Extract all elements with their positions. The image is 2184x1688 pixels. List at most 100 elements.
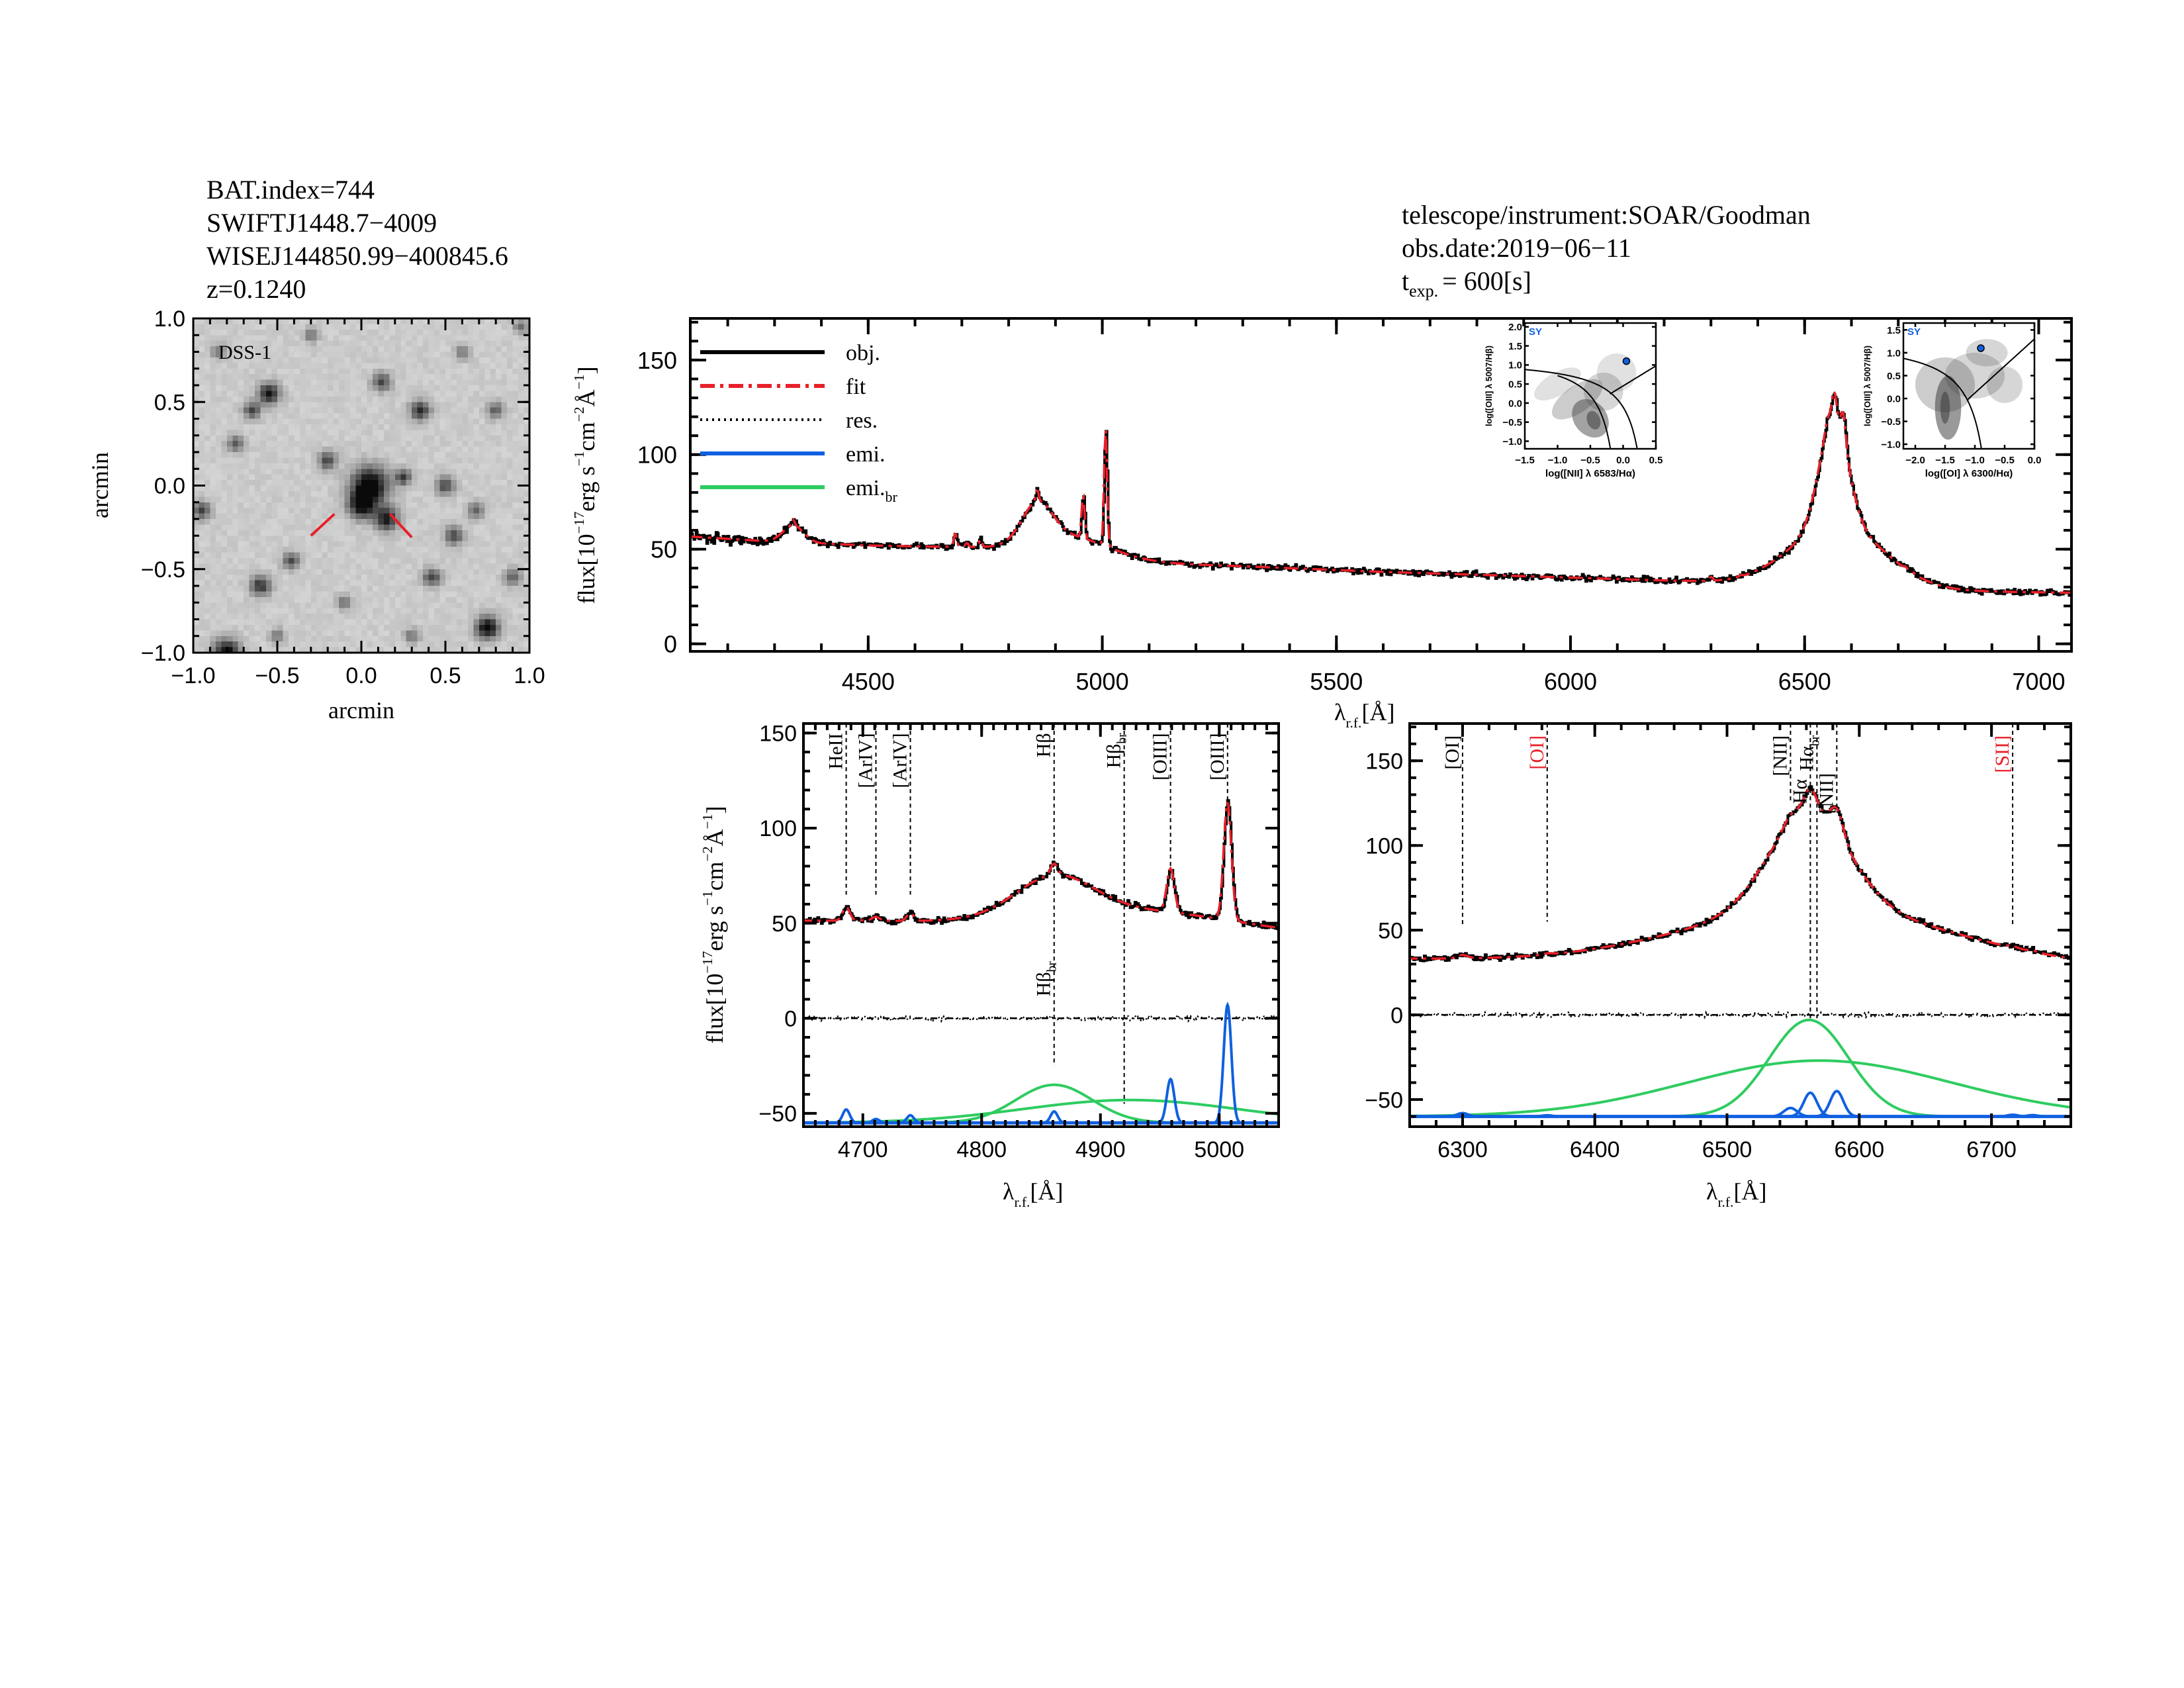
line-marker-label: Hα xyxy=(1789,779,1811,804)
label-sup: −2 xyxy=(571,406,587,422)
fit-line xyxy=(803,802,1279,929)
line-marker-label: [OIII] xyxy=(1206,733,1228,780)
plot-frame xyxy=(1408,722,2072,1128)
broad-component-Hα_br2 xyxy=(1410,1059,2071,1117)
label-text: flux[10 xyxy=(702,974,728,1044)
inset-background xyxy=(1903,323,2034,449)
label-sup: −1 xyxy=(700,814,715,829)
y-tick-label: 150 xyxy=(759,722,797,747)
y-tick-label: 150 xyxy=(1365,749,1403,774)
line-marker-label: Hβbr xyxy=(1033,961,1060,997)
marker-sub: br xyxy=(1116,733,1130,744)
label-text: [Å] xyxy=(1733,1178,1766,1205)
y-tick-label: 0.5 xyxy=(1508,379,1522,391)
y-tick-label: −1.0 xyxy=(1502,436,1522,447)
y-tick-label: 1.5 xyxy=(1887,325,1901,336)
legend-label: obj. xyxy=(846,341,880,365)
x-tick-label: 6700 xyxy=(1966,1137,2017,1162)
y-tick-label: 100 xyxy=(1365,833,1403,859)
label-text: ] xyxy=(573,366,600,374)
label-sup: −1 xyxy=(571,451,587,466)
x-tick-label: 6500 xyxy=(1778,668,1831,695)
marker-name: Hα xyxy=(1789,779,1811,804)
x-axis-label: arcmin xyxy=(328,697,394,724)
x-tick-label: 1.0 xyxy=(514,663,545,688)
y-tick-label: 50 xyxy=(772,912,797,937)
legend-item-emi_br: emi.br xyxy=(700,476,897,505)
fit-line xyxy=(690,388,2071,594)
marker-name: [OIII] xyxy=(1150,733,1171,780)
kewley-curve xyxy=(1903,357,1982,449)
label-sup: −2 xyxy=(700,846,715,861)
source-point xyxy=(1622,357,1631,365)
y-tick-label: 100 xyxy=(759,816,797,841)
x-tick-label: 4800 xyxy=(956,1137,1007,1162)
marker-name: [OIII] xyxy=(1206,733,1228,780)
density-contour xyxy=(1966,339,2008,367)
marker-name: [ArIV] xyxy=(889,733,911,788)
y-axis-label: log([OIII] λ 5007/Hβ) xyxy=(1484,346,1494,426)
obs-date: obs.date:2019−06−11 xyxy=(1402,233,1631,263)
y-tick-label: 1.5 xyxy=(1508,341,1522,352)
marker-name: HeII xyxy=(825,733,847,769)
axis-ticks xyxy=(1408,724,2072,1127)
legend-label: res. xyxy=(846,408,878,433)
marker-name: [OI] xyxy=(1441,735,1463,770)
broad-component-Hβ_br2 xyxy=(803,1098,1279,1124)
x-axis-label: λr.f.[Å] xyxy=(1706,1178,1766,1210)
legend-label: emi.br xyxy=(846,476,897,505)
y-tick-label: −50 xyxy=(1365,1088,1403,1113)
source-point xyxy=(1977,344,1985,352)
label-text: λ xyxy=(1334,699,1346,726)
label-text: Å xyxy=(573,389,600,406)
label-text: erg s xyxy=(702,906,728,951)
line-marker-label: [OI] xyxy=(1441,735,1463,770)
line-marker-label: Hβ xyxy=(1033,733,1055,757)
label-sup: −17 xyxy=(571,512,587,534)
y-tick-label: 0.5 xyxy=(1887,371,1901,382)
density-contour xyxy=(1551,379,1603,420)
label-text: Å xyxy=(702,829,728,846)
narrow-component-[OIII] xyxy=(1208,1002,1247,1125)
y-axis-label: arcmin xyxy=(87,452,113,518)
line-marker-label: Hαbr xyxy=(1796,735,1822,771)
y-tick-label: 0.0 xyxy=(1508,398,1522,409)
x-tick-label: 0.0 xyxy=(345,663,377,688)
plot-frame xyxy=(1902,322,2036,450)
x-tick-label: 6300 xyxy=(1437,1137,1488,1162)
marker-name: [OI] xyxy=(1526,735,1548,770)
y-tick-label: 1.0 xyxy=(1887,348,1901,359)
header-right: telescope/instrument:SOAR/Goodman obs.da… xyxy=(1402,200,1811,301)
legend-sub: br xyxy=(885,489,897,505)
y-tick-label: 0.5 xyxy=(154,390,185,415)
narrow-component-[OI] xyxy=(1520,1113,1574,1118)
texp-value: = 600[s] xyxy=(1442,266,1531,296)
obj-spectrum-line xyxy=(1410,785,2071,962)
target-marker-left xyxy=(310,512,336,537)
dss-panel: −1.0 −0.5 0.0 0.5 1.0 −1.0 −0.5 0.0 0.5 1.0 DSS-1 a… xyxy=(87,306,545,724)
y-axis-label: flux[10−17erg s−1cm−2Å−1] xyxy=(700,806,728,1043)
obj-spectrum-line xyxy=(803,799,1279,933)
x-tick-label: 0.0 xyxy=(1616,455,1630,466)
marker-sub: br xyxy=(1046,961,1060,972)
line-marker-label: [OI] xyxy=(1526,735,1548,770)
label-text: [Å] xyxy=(1030,1178,1063,1205)
legend-item-fit: fit xyxy=(700,375,866,399)
legend-text: emi. xyxy=(846,476,885,500)
marker-sub: br xyxy=(1808,735,1822,746)
density-contour xyxy=(1940,391,1950,424)
plot-area xyxy=(1903,338,2034,449)
class-label: SY xyxy=(1529,326,1542,338)
broad-component-Hα_br1 xyxy=(1410,1018,2071,1118)
class-label: SY xyxy=(1907,326,1921,338)
label-sup: −17 xyxy=(700,951,715,974)
density-contour xyxy=(1915,357,1975,412)
marker-name: [NII] xyxy=(1769,735,1791,776)
plot-area xyxy=(1410,724,2071,1119)
density-contour xyxy=(1596,353,1637,392)
plot-frame xyxy=(192,317,531,654)
marker-name: Hβ xyxy=(1103,744,1125,769)
label-sup: −1 xyxy=(700,890,715,906)
y-axis-label: flux[10−17erg s−1cm−2Å−1] xyxy=(571,366,600,604)
line-marker-label: [ArIV] xyxy=(889,733,911,788)
